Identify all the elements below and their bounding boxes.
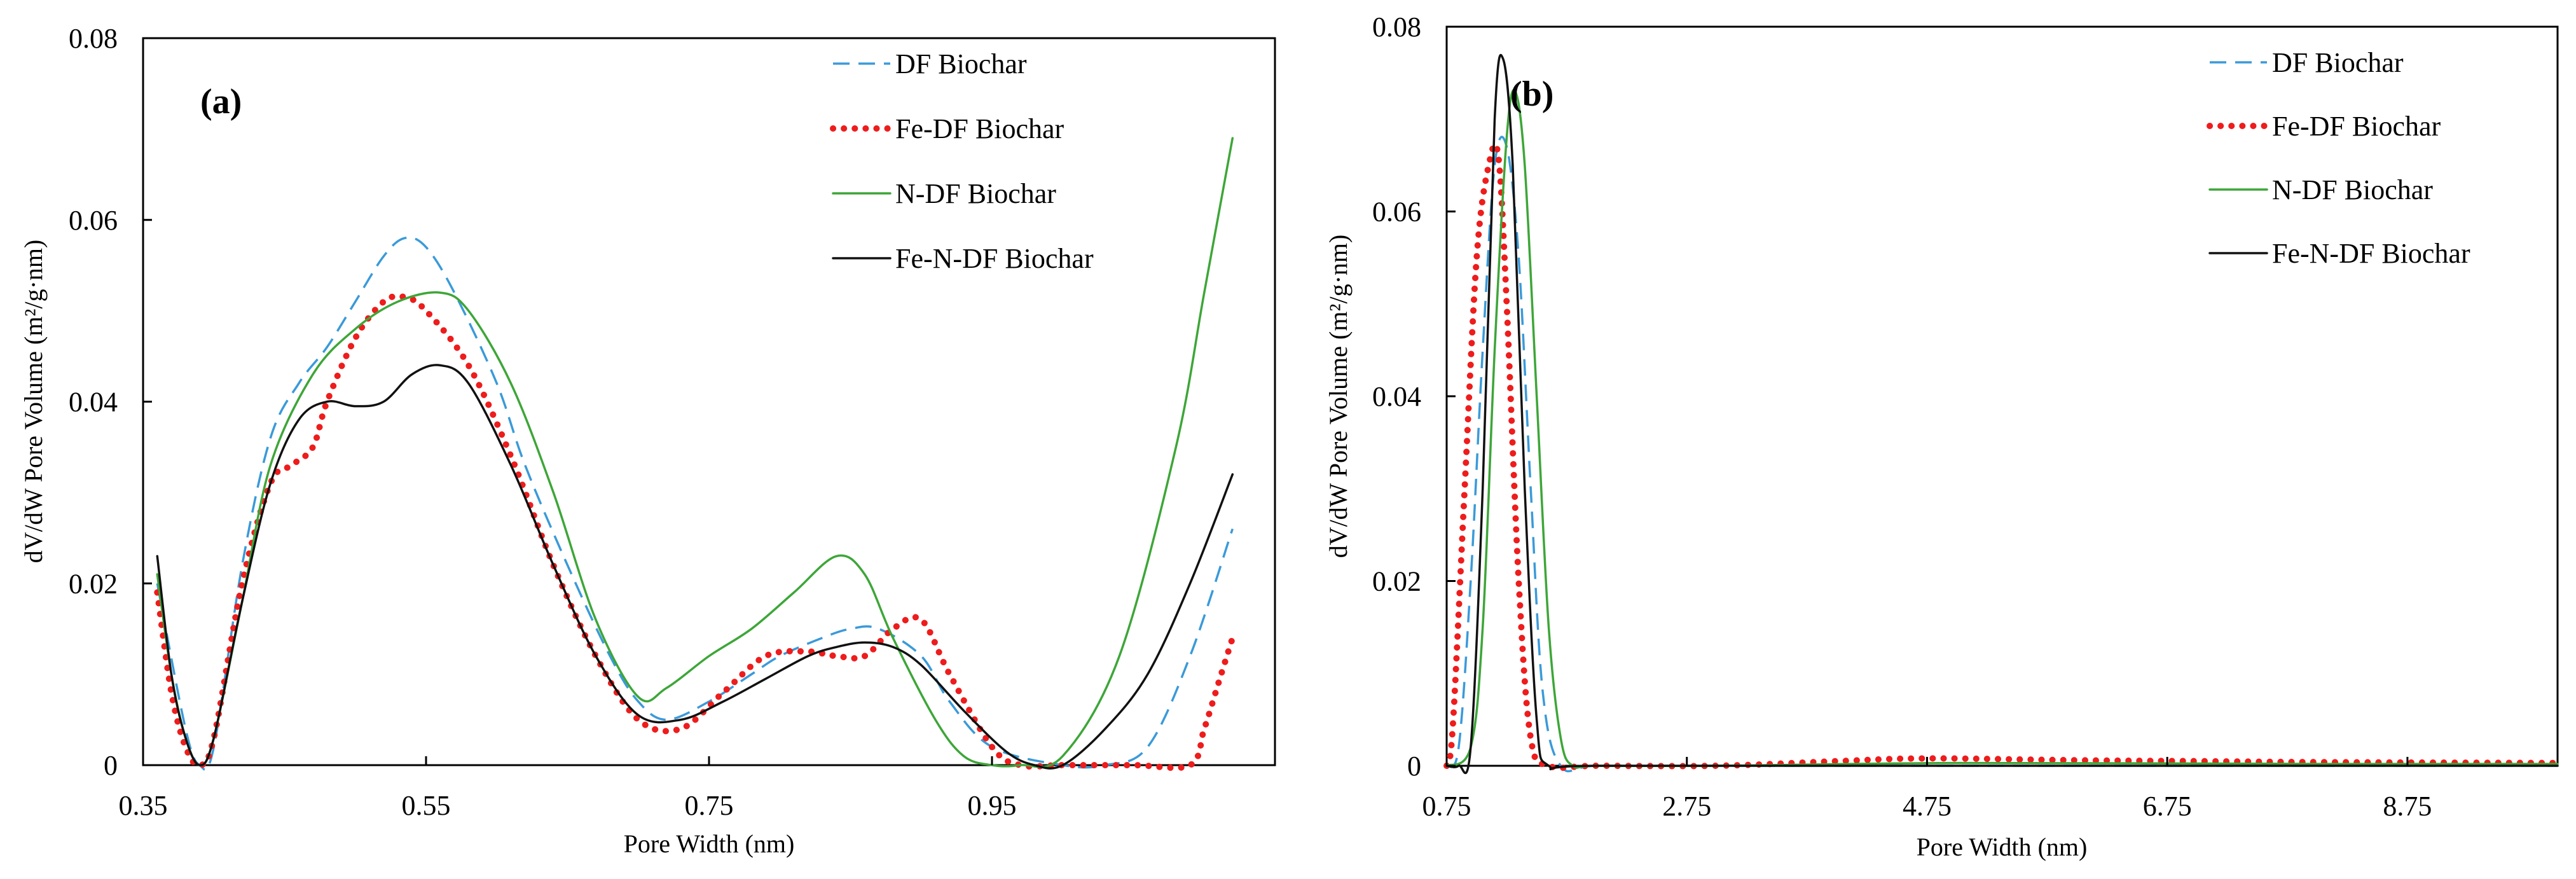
legend-label-b-0: DF Biochar [2272, 47, 2404, 78]
legend-label-b-3: Fe-N-DF Biochar [2272, 238, 2470, 269]
tick-layer-a: 0.35 0.55 0.75 0.95 0 0.02 0.04 0.06 0.08 [69, 23, 1017, 821]
panel-label-b: (b) [1510, 74, 1553, 114]
y-tick-label-b-1: 0.02 [1372, 566, 1421, 597]
y-tick-label-b-0: 0 [1407, 751, 1421, 782]
legend-label-b-2: N-DF Biochar [2272, 174, 2433, 205]
x-tick-label-b-4: 8.75 [2383, 791, 2432, 822]
series-layer-b [1443, 53, 2561, 775]
x-tick-label-b-2: 4.75 [1903, 791, 1952, 822]
y-tick-label-b-2: 0.04 [1372, 381, 1421, 412]
series-line-b-1 [1443, 141, 2561, 772]
y-tick-label-a-3: 0.06 [69, 205, 118, 236]
y-tick-label-b-3: 0.06 [1372, 197, 1421, 228]
series-line-a-0 [156, 236, 1234, 771]
chart-panel-b: 0.75 2.75 4.75 6.75 8.75 0 0.02 0.04 0.06 0.08 (b… [1324, 11, 2561, 861]
x-tick-label-b-0: 0.75 [1422, 791, 1471, 822]
x-tick-label-a-3: 0.95 [968, 790, 1017, 821]
x-tick-label-a-2: 0.75 [685, 790, 734, 821]
y-tick-label-a-4: 0.08 [69, 23, 118, 54]
x-tick-label-a-1: 0.55 [402, 790, 451, 821]
panel-label-a: (a) [200, 82, 242, 121]
series-line-b-3 [1445, 53, 2559, 775]
y-tick-label-a-0: 0 [104, 750, 118, 781]
y-axis-title-a: dV/dW Pore Volume (m²/g·nm) [19, 240, 48, 564]
legend-label-b-1: Fe-DF Biochar [2272, 111, 2441, 142]
series-line-b-0 [1445, 135, 2558, 773]
y-tick-label-a-1: 0.02 [69, 568, 118, 599]
legend-label-a-3: Fe-N-DF Biochar [895, 243, 1094, 274]
legend-a: DF Biochar Fe-DF Biochar N-DF Biochar Fe-N-… [830, 48, 1094, 274]
legend-label-a-2: N-DF Biochar [895, 178, 1056, 209]
y-tick-label-a-2: 0.04 [69, 387, 118, 418]
x-tick-label-b-3: 6.75 [2143, 791, 2192, 822]
legend-b: DF Biochar Fe-DF Biochar N-DF Biochar Fe-N-… [2207, 47, 2470, 269]
y-axis-title-b: dV/dW Pore Volume (m²/g·nm) [1324, 235, 1353, 558]
x-axis-title-b: Pore Width (nm) [1917, 833, 2088, 861]
series-line-a-3 [156, 364, 1234, 770]
chart-panel-a: 0.35 0.55 0.75 0.95 0 0.02 0.04 0.06 0.08 (a) Po… [19, 23, 1276, 858]
x-tick-label-b-1: 2.75 [1662, 791, 1711, 822]
legend-label-a-1: Fe-DF Biochar [895, 113, 1064, 144]
legend-label-a-0: DF Biochar [895, 48, 1027, 80]
tick-layer-b: 0.75 2.75 4.75 6.75 8.75 0 0.02 0.04 0.06 0.08 [1372, 11, 2432, 822]
x-tick-label-a-0: 0.35 [119, 790, 168, 821]
series-line-b-2 [1445, 89, 2559, 769]
series-line-a-2 [156, 137, 1234, 768]
series-layer-a [154, 137, 1236, 772]
y-tick-label-b-4: 0.08 [1372, 11, 1421, 43]
x-axis-title-a: Pore Width (nm) [624, 829, 795, 858]
